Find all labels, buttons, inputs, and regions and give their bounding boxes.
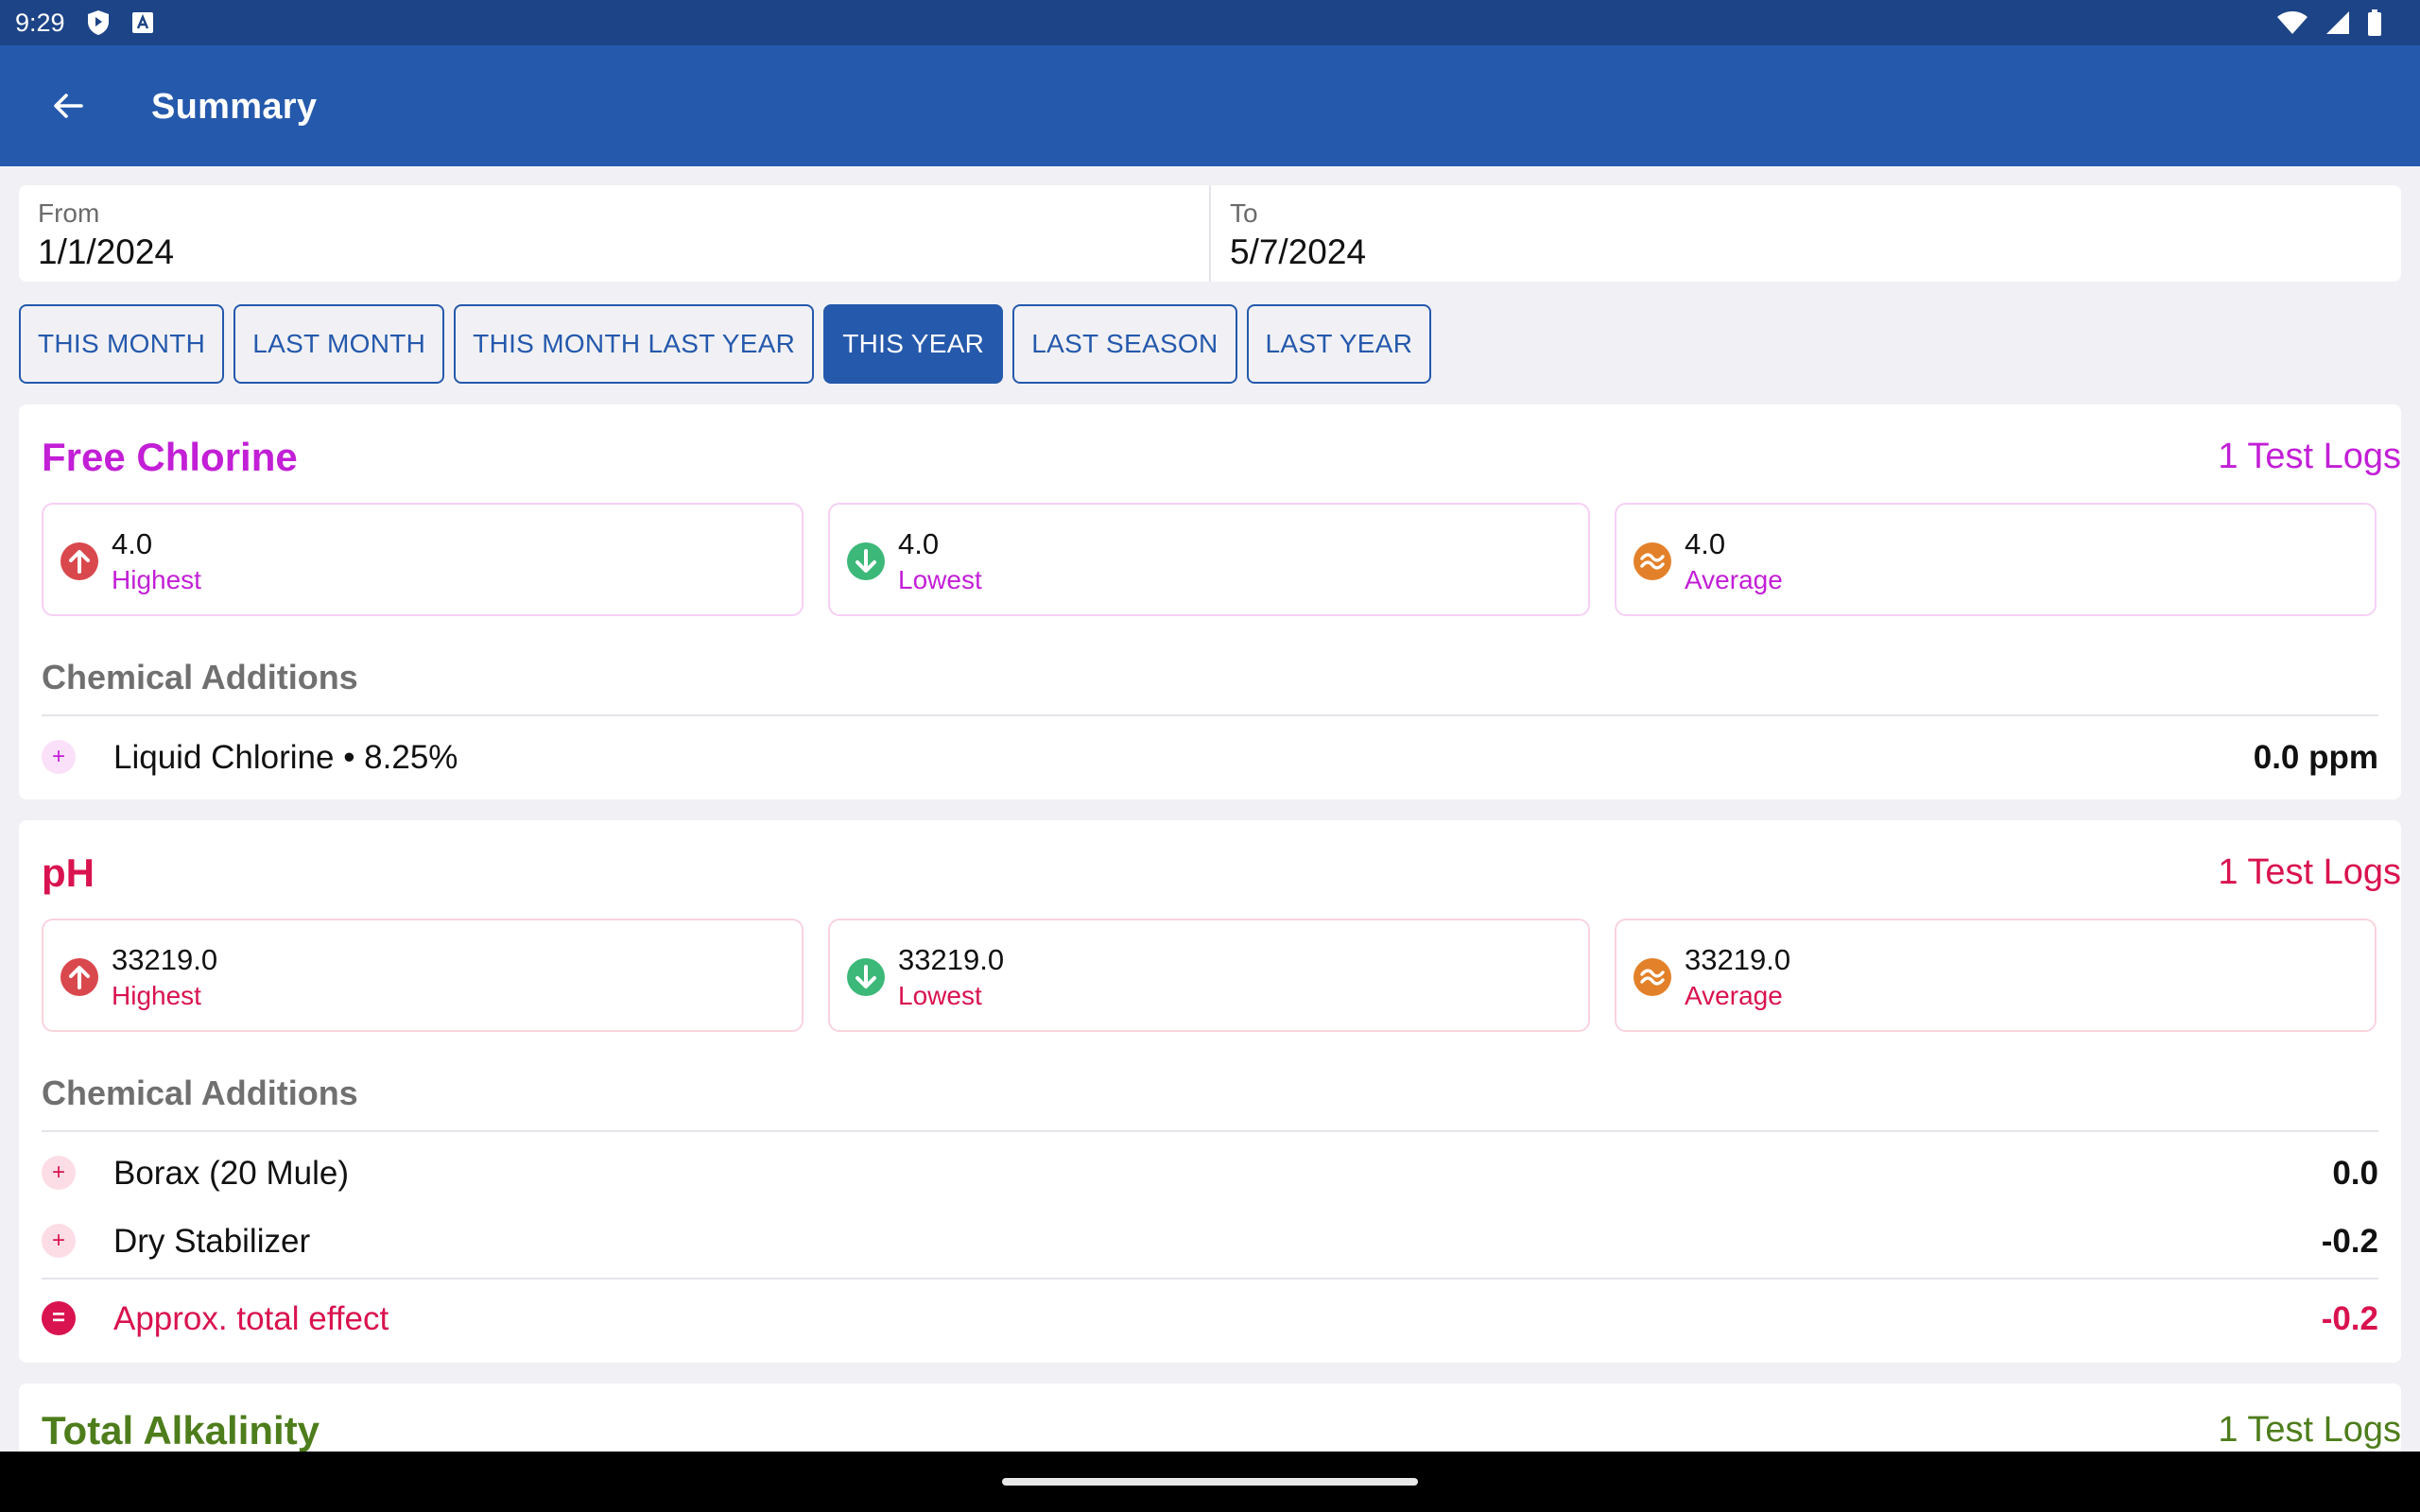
to-label: To xyxy=(1230,198,1258,228)
back-button[interactable] xyxy=(45,83,91,129)
approx-circle-icon xyxy=(1634,542,1671,580)
approx-circle-icon xyxy=(1634,958,1671,996)
battery-icon xyxy=(2367,9,2382,41)
arrow-down-circle-icon xyxy=(847,958,885,996)
average-value: 33219.0 xyxy=(1685,943,1791,976)
lowest-value: 4.0 xyxy=(898,527,940,560)
addition-amount: 0.0 xyxy=(2332,1155,2378,1192)
divider xyxy=(42,714,2378,716)
lowest-stat: 4.0 Lowest xyxy=(828,503,1590,616)
total-effect-row: = Approx. total effect -0.2 xyxy=(42,1295,2378,1342)
test-logs-count[interactable]: 1 Test Logs xyxy=(2218,852,2401,892)
section-title: Free Chlorine xyxy=(42,435,298,479)
arrow-down-circle-icon xyxy=(847,542,885,580)
ph-section: pH 1 Test Logs 33219.0 Highest 33219.0 L… xyxy=(19,820,2401,1363)
app-bar: Summary xyxy=(0,45,2420,166)
preset-this-month[interactable]: THIS MONTH xyxy=(19,304,225,384)
to-date-field[interactable]: To 5/7/2024 xyxy=(1209,185,2401,282)
highest-label: Highest xyxy=(112,565,201,594)
date-range-card: From 1/1/2024 To 5/7/2024 xyxy=(19,185,2401,282)
total-effect-label: Approx. total effect xyxy=(113,1300,389,1337)
average-stat: 33219.0 Average xyxy=(1615,919,2377,1032)
highest-value: 33219.0 xyxy=(112,943,218,976)
from-value: 1/1/2024 xyxy=(38,232,175,271)
section-title: pH xyxy=(42,850,95,895)
status-bar: 9:29 xyxy=(0,0,2420,45)
arrow-left-icon xyxy=(54,94,83,118)
addition-row: + Borax (20 Mule) 0.0 xyxy=(42,1149,2378,1196)
plus-icon: + xyxy=(42,740,76,774)
highest-stat: 33219.0 Highest xyxy=(42,919,804,1032)
from-date-field[interactable]: From 1/1/2024 xyxy=(19,185,1209,282)
plus-icon: + xyxy=(42,1156,76,1190)
addition-name: Borax (20 Mule) xyxy=(113,1155,349,1192)
average-value: 4.0 xyxy=(1685,527,1726,560)
preset-last-season[interactable]: LAST SEASON xyxy=(1012,304,1237,384)
addition-name: Liquid Chlorine • 8.25% xyxy=(113,739,458,776)
equals-icon: = xyxy=(42,1301,76,1335)
arrow-up-circle-icon xyxy=(60,542,98,580)
preset-this-month-last-year[interactable]: THIS MONTH LAST YEAR xyxy=(454,304,815,384)
to-value: 5/7/2024 xyxy=(1230,232,1367,271)
addition-row: + Liquid Chlorine • 8.25% 0.0 ppm xyxy=(42,733,2378,781)
lowest-stat: 33219.0 Lowest xyxy=(828,919,1590,1032)
signal-icon xyxy=(2325,10,2350,40)
plus-icon: + xyxy=(42,1224,76,1258)
from-label: From xyxy=(38,198,100,228)
lowest-label: Lowest xyxy=(898,981,982,1010)
wifi-icon xyxy=(2276,10,2308,40)
divider xyxy=(42,1130,2378,1132)
highest-value: 4.0 xyxy=(112,527,153,560)
chemical-additions-heading: Chemical Additions xyxy=(42,658,358,696)
average-label: Average xyxy=(1685,565,1783,594)
lowest-label: Lowest xyxy=(898,565,982,594)
divider xyxy=(42,1278,2378,1280)
preset-last-month[interactable]: LAST MONTH xyxy=(233,304,445,384)
highest-label: Highest xyxy=(112,981,201,1010)
preset-last-year[interactable]: LAST YEAR xyxy=(1246,304,1432,384)
system-navigation-bar xyxy=(0,1452,2420,1512)
average-label: Average xyxy=(1685,981,1783,1010)
test-logs-count[interactable]: 1 Test Logs xyxy=(2218,437,2401,476)
highest-stat: 4.0 Highest xyxy=(42,503,804,616)
chemical-additions-heading: Chemical Additions xyxy=(42,1074,358,1112)
total-effect-amount: -0.2 xyxy=(2321,1300,2378,1337)
addition-name: Dry Stabilizer xyxy=(113,1223,311,1260)
test-logs-count[interactable]: 1 Test Logs xyxy=(2218,1410,2401,1450)
shield-icon xyxy=(86,9,111,36)
arrow-up-circle-icon xyxy=(60,958,98,996)
lowest-value: 33219.0 xyxy=(898,943,1005,976)
addition-row: + Dry Stabilizer -0.2 xyxy=(42,1217,2378,1264)
section-title: Total Alkalinity xyxy=(42,1408,320,1452)
status-time: 9:29 xyxy=(15,8,65,37)
addition-amount: 0.0 ppm xyxy=(2253,739,2378,776)
average-stat: 4.0 Average xyxy=(1615,503,2377,616)
home-gesture-handle[interactable] xyxy=(1002,1478,1418,1486)
page-title: Summary xyxy=(151,87,318,127)
keyboard-a-icon xyxy=(131,11,154,34)
addition-amount: -0.2 xyxy=(2321,1223,2378,1260)
date-presets: THIS MONTH LAST MONTH THIS MONTH LAST YE… xyxy=(19,304,1432,384)
preset-this-year[interactable]: THIS YEAR xyxy=(823,304,1004,384)
free-chlorine-section: Free Chlorine 1 Test Logs 4.0 Highest 4.… xyxy=(19,404,2401,799)
